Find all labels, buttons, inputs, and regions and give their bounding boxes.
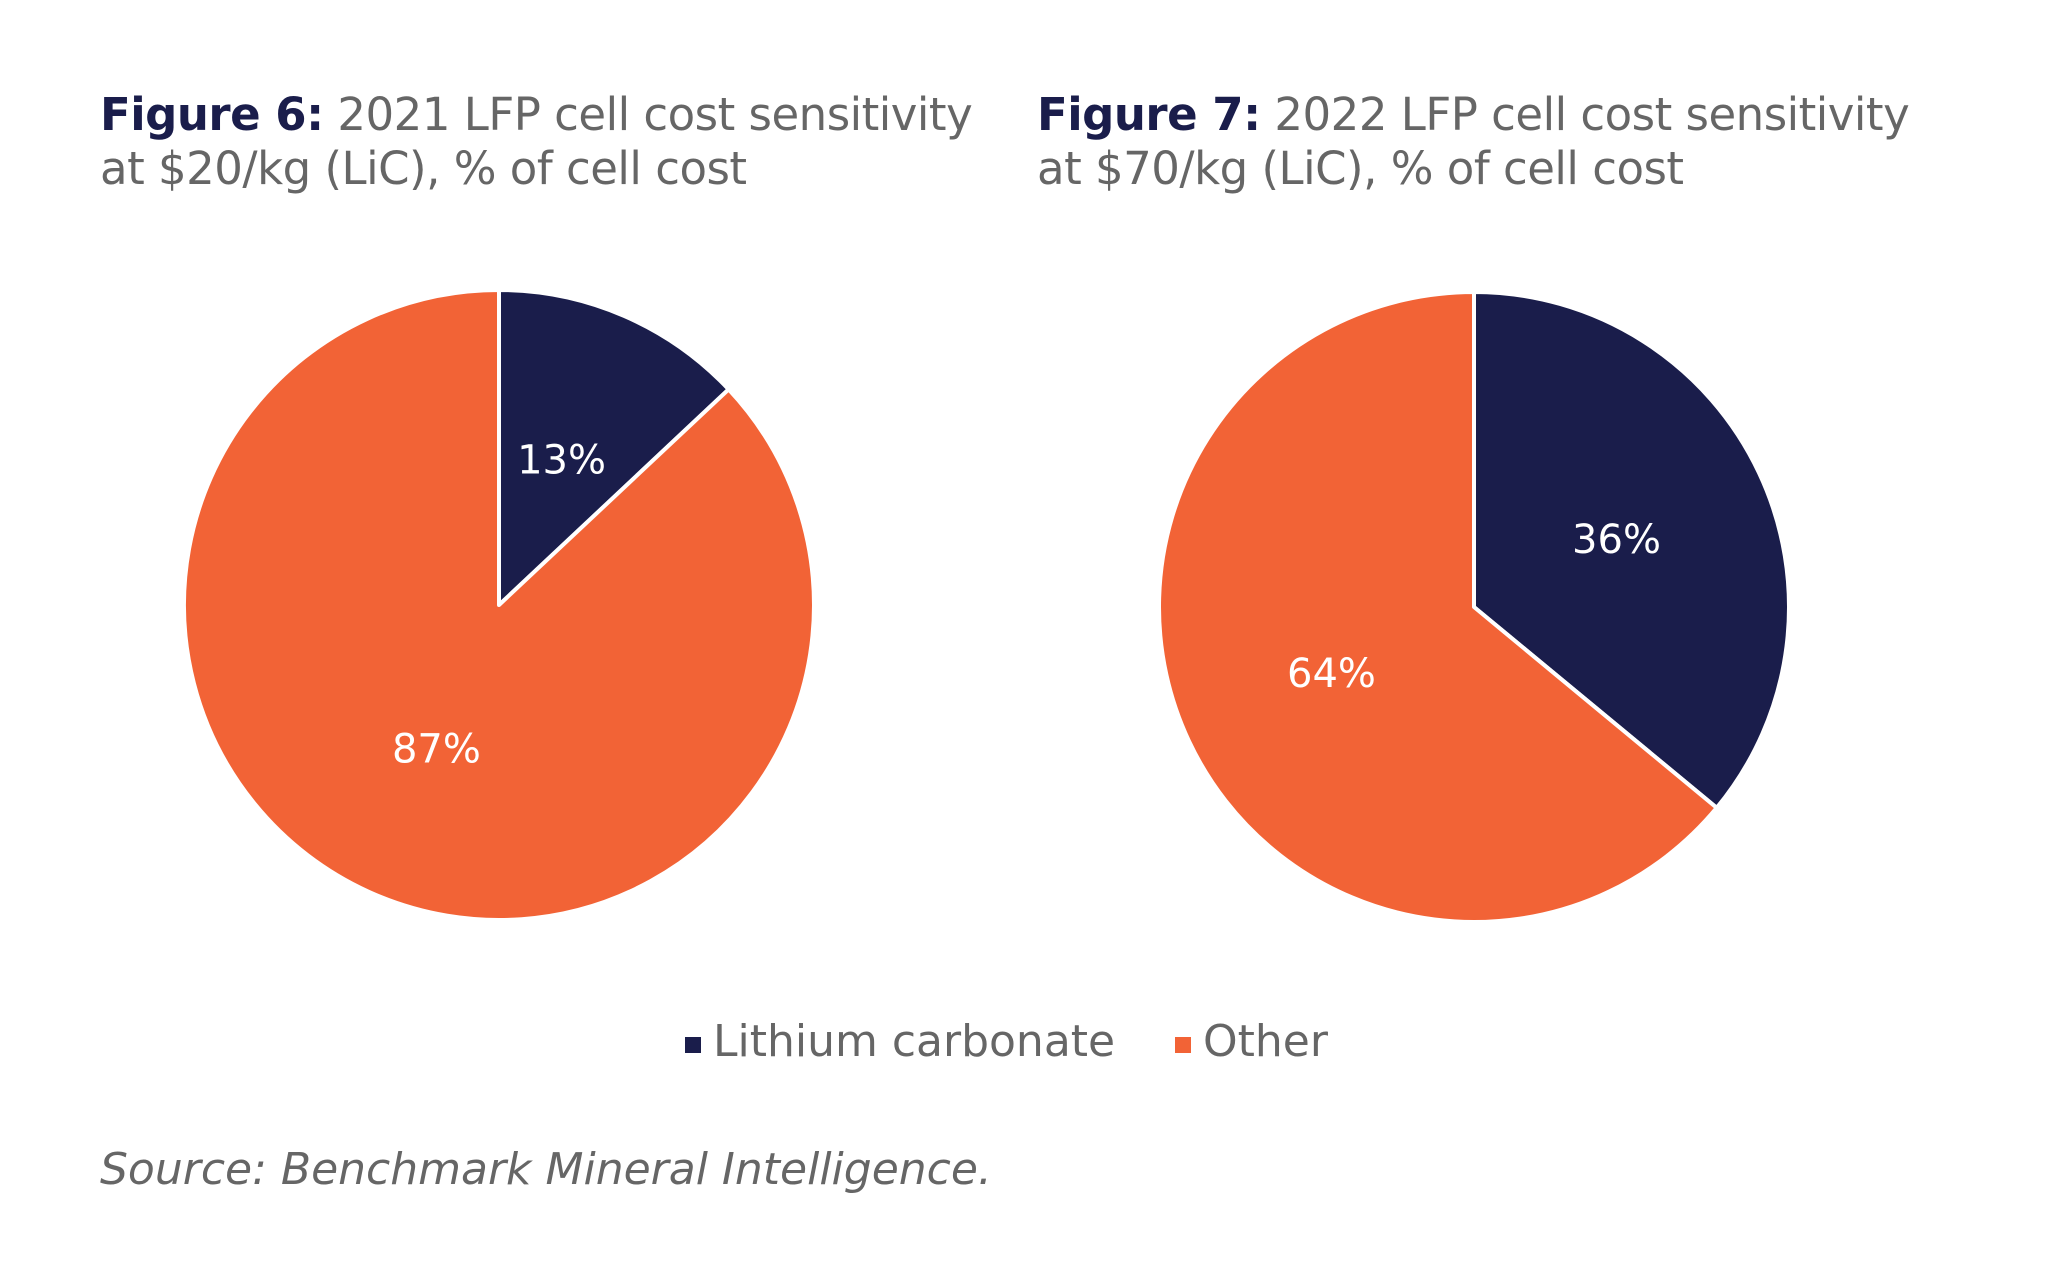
pie-1-slice-other xyxy=(182,288,816,922)
figure-6-title: Figure 6: 2021 LFP cell cost sensitivity… xyxy=(100,88,973,196)
legend-label: Other xyxy=(1203,1016,1328,1067)
figure-6-title-line1: 2021 LFP cell cost sensitivity xyxy=(337,88,973,141)
pie-1-data-label: 87% xyxy=(392,727,481,773)
figure-7-title: Figure 7: 2022 LFP cell cost sensitivity… xyxy=(1037,88,1910,196)
figure-7-title-line2: at $70/kg (LiC), % of cell cost xyxy=(1037,142,1684,195)
pie-1-slice-lithium-carbonate xyxy=(497,288,731,607)
pie-2-data-label: 64% xyxy=(1287,651,1376,697)
pie-2-slice-other xyxy=(1157,290,1719,924)
legend-swatch-other xyxy=(1175,1036,1191,1053)
legend-item-lithium-carbonate: Lithium carbonate xyxy=(685,1016,1115,1067)
legend-item-other: Other xyxy=(1175,1016,1328,1067)
figure-7-label: Figure 7: xyxy=(1037,88,1261,141)
pie-1-data-label: 13% xyxy=(517,437,606,483)
legend-label: Lithium carbonate xyxy=(713,1016,1116,1067)
figure-6-label: Figure 6: xyxy=(100,88,324,141)
pie-2-slice-lithium-carbonate xyxy=(1472,290,1791,810)
source-note: Source: Benchmark Mineral Intelligence. xyxy=(100,1144,992,1195)
figure-7-title-line1: 2022 LFP cell cost sensitivity xyxy=(1274,88,1910,141)
legend-swatch-lithium-carbonate xyxy=(685,1036,701,1053)
figure-6-title-line2: at $20/kg (LiC), % of cell cost xyxy=(100,142,747,195)
pie-2-data-label: 36% xyxy=(1572,517,1661,563)
